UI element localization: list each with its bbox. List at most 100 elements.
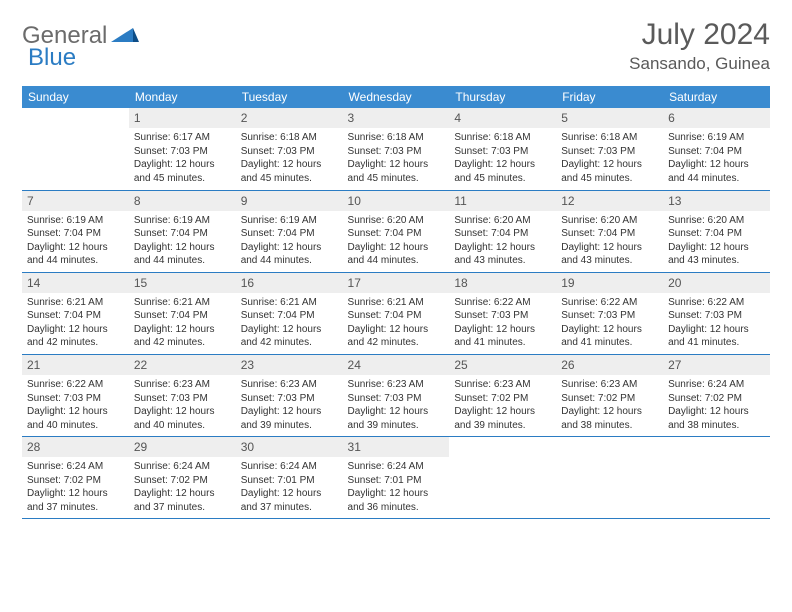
- day-line: Daylight: 12 hours: [348, 405, 445, 419]
- calendar-cell: 18Sunrise: 6:22 AMSunset: 7:03 PMDayligh…: [449, 272, 556, 354]
- calendar-week: 1Sunrise: 6:17 AMSunset: 7:03 PMDaylight…: [22, 108, 770, 190]
- day-content: Sunrise: 6:19 AMSunset: 7:04 PMDaylight:…: [22, 211, 129, 272]
- day-content: Sunrise: 6:23 AMSunset: 7:02 PMDaylight:…: [449, 375, 556, 436]
- day-content: Sunrise: 6:22 AMSunset: 7:03 PMDaylight:…: [22, 375, 129, 436]
- day-line: Sunrise: 6:18 AM: [454, 131, 551, 145]
- calendar-cell: [449, 437, 556, 519]
- day-number: 21: [22, 355, 129, 375]
- day-content: Sunrise: 6:22 AMSunset: 7:03 PMDaylight:…: [449, 293, 556, 354]
- calendar-cell: [556, 437, 663, 519]
- day-header: Monday: [129, 86, 236, 108]
- calendar-cell: 7Sunrise: 6:19 AMSunset: 7:04 PMDaylight…: [22, 190, 129, 272]
- day-content: Sunrise: 6:19 AMSunset: 7:04 PMDaylight:…: [236, 211, 343, 272]
- day-content: Sunrise: 6:17 AMSunset: 7:03 PMDaylight:…: [129, 128, 236, 189]
- day-line: Daylight: 12 hours: [454, 241, 551, 255]
- location: Sansando, Guinea: [629, 54, 770, 74]
- day-content: Sunrise: 6:19 AMSunset: 7:04 PMDaylight:…: [663, 128, 770, 189]
- calendar-cell: 23Sunrise: 6:23 AMSunset: 7:03 PMDayligh…: [236, 354, 343, 436]
- day-line: and 37 minutes.: [241, 501, 338, 515]
- day-line: Sunset: 7:04 PM: [134, 309, 231, 323]
- day-line: Daylight: 12 hours: [27, 323, 124, 337]
- day-line: and 39 minutes.: [241, 419, 338, 433]
- day-line: and 42 minutes.: [348, 336, 445, 350]
- day-line: Daylight: 12 hours: [134, 405, 231, 419]
- day-line: Daylight: 12 hours: [348, 241, 445, 255]
- day-line: Sunrise: 6:21 AM: [134, 296, 231, 310]
- day-line: Daylight: 12 hours: [27, 487, 124, 501]
- month-title: July 2024: [629, 18, 770, 52]
- day-line: and 42 minutes.: [27, 336, 124, 350]
- day-line: Sunset: 7:04 PM: [27, 309, 124, 323]
- day-line: and 45 minutes.: [348, 172, 445, 186]
- calendar-cell: 26Sunrise: 6:23 AMSunset: 7:02 PMDayligh…: [556, 354, 663, 436]
- day-number: 3: [343, 108, 450, 128]
- day-number: 25: [449, 355, 556, 375]
- calendar-cell: 21Sunrise: 6:22 AMSunset: 7:03 PMDayligh…: [22, 354, 129, 436]
- day-line: Sunrise: 6:24 AM: [241, 460, 338, 474]
- day-number: 7: [22, 191, 129, 211]
- day-line: and 38 minutes.: [668, 419, 765, 433]
- day-number: 15: [129, 273, 236, 293]
- day-line: Sunset: 7:02 PM: [668, 392, 765, 406]
- calendar-cell: 3Sunrise: 6:18 AMSunset: 7:03 PMDaylight…: [343, 108, 450, 190]
- day-line: Daylight: 12 hours: [668, 241, 765, 255]
- day-line: Sunset: 7:02 PM: [454, 392, 551, 406]
- day-line: Daylight: 12 hours: [134, 158, 231, 172]
- day-line: Daylight: 12 hours: [241, 158, 338, 172]
- calendar-week: 7Sunrise: 6:19 AMSunset: 7:04 PMDaylight…: [22, 190, 770, 272]
- day-number: 30: [236, 437, 343, 457]
- day-line: Sunrise: 6:21 AM: [241, 296, 338, 310]
- day-line: Sunrise: 6:20 AM: [454, 214, 551, 228]
- day-content: Sunrise: 6:24 AMSunset: 7:01 PMDaylight:…: [236, 457, 343, 518]
- day-line: and 43 minutes.: [454, 254, 551, 268]
- day-line: Sunrise: 6:20 AM: [348, 214, 445, 228]
- title-block: July 2024 Sansando, Guinea: [629, 18, 770, 74]
- day-header: Thursday: [449, 86, 556, 108]
- day-content: Sunrise: 6:18 AMSunset: 7:03 PMDaylight:…: [556, 128, 663, 189]
- day-content: Sunrise: 6:19 AMSunset: 7:04 PMDaylight:…: [129, 211, 236, 272]
- day-line: Sunrise: 6:22 AM: [27, 378, 124, 392]
- day-header: Wednesday: [343, 86, 450, 108]
- calendar-body: 1Sunrise: 6:17 AMSunset: 7:03 PMDaylight…: [22, 108, 770, 519]
- day-content: Sunrise: 6:21 AMSunset: 7:04 PMDaylight:…: [129, 293, 236, 354]
- calendar-cell: 22Sunrise: 6:23 AMSunset: 7:03 PMDayligh…: [129, 354, 236, 436]
- day-line: and 37 minutes.: [27, 501, 124, 515]
- day-number: 9: [236, 191, 343, 211]
- day-line: Sunset: 7:03 PM: [348, 145, 445, 159]
- day-content: Sunrise: 6:23 AMSunset: 7:03 PMDaylight:…: [343, 375, 450, 436]
- calendar-cell: 13Sunrise: 6:20 AMSunset: 7:04 PMDayligh…: [663, 190, 770, 272]
- day-line: Daylight: 12 hours: [134, 241, 231, 255]
- day-line: Sunrise: 6:18 AM: [561, 131, 658, 145]
- day-line: Sunrise: 6:19 AM: [241, 214, 338, 228]
- day-line: Sunrise: 6:23 AM: [561, 378, 658, 392]
- day-line: Sunset: 7:04 PM: [668, 227, 765, 241]
- day-line: Sunset: 7:03 PM: [134, 392, 231, 406]
- day-line: Sunrise: 6:23 AM: [241, 378, 338, 392]
- day-line: Sunrise: 6:24 AM: [348, 460, 445, 474]
- day-line: Sunrise: 6:19 AM: [134, 214, 231, 228]
- day-line: Sunset: 7:03 PM: [134, 145, 231, 159]
- day-line: and 40 minutes.: [27, 419, 124, 433]
- day-line: and 37 minutes.: [134, 501, 231, 515]
- day-line: Daylight: 12 hours: [134, 487, 231, 501]
- day-line: and 45 minutes.: [561, 172, 658, 186]
- day-number: 11: [449, 191, 556, 211]
- day-content: Sunrise: 6:22 AMSunset: 7:03 PMDaylight:…: [663, 293, 770, 354]
- day-content: Sunrise: 6:21 AMSunset: 7:04 PMDaylight:…: [236, 293, 343, 354]
- day-line: and 38 minutes.: [561, 419, 658, 433]
- day-line: and 41 minutes.: [561, 336, 658, 350]
- day-line: and 42 minutes.: [134, 336, 231, 350]
- calendar-cell: 25Sunrise: 6:23 AMSunset: 7:02 PMDayligh…: [449, 354, 556, 436]
- day-line: Sunset: 7:03 PM: [561, 309, 658, 323]
- day-number: 27: [663, 355, 770, 375]
- day-line: and 41 minutes.: [454, 336, 551, 350]
- day-line: Sunset: 7:04 PM: [27, 227, 124, 241]
- calendar-cell: 28Sunrise: 6:24 AMSunset: 7:02 PMDayligh…: [22, 437, 129, 519]
- day-number: 17: [343, 273, 450, 293]
- day-content: Sunrise: 6:18 AMSunset: 7:03 PMDaylight:…: [236, 128, 343, 189]
- day-line: Sunset: 7:03 PM: [668, 309, 765, 323]
- day-line: Daylight: 12 hours: [348, 487, 445, 501]
- day-number: 5: [556, 108, 663, 128]
- calendar-cell: 1Sunrise: 6:17 AMSunset: 7:03 PMDaylight…: [129, 108, 236, 190]
- day-line: Sunrise: 6:23 AM: [134, 378, 231, 392]
